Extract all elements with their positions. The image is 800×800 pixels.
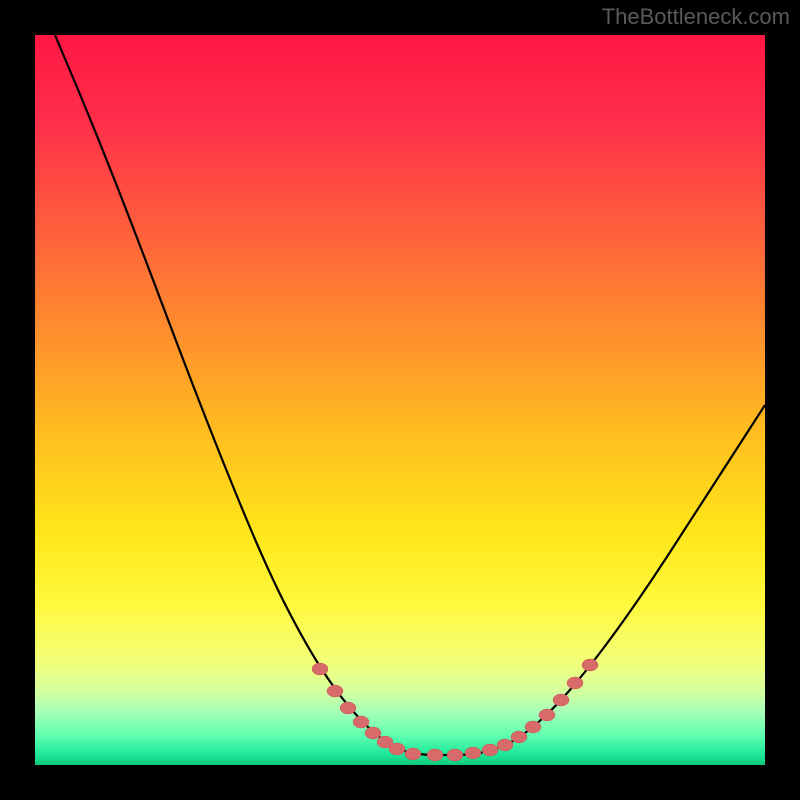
curve-marker [539,709,555,721]
curve-marker [553,694,569,706]
curve-markers [312,659,598,761]
curve-marker [340,702,356,714]
curve-marker [427,749,443,761]
curve-marker [447,749,463,761]
curve-marker [582,659,598,671]
bottleneck-curve [55,35,765,755]
curve-marker [567,677,583,689]
curve-layer [35,35,765,765]
curve-marker [312,663,328,675]
curve-marker [405,748,421,760]
curve-marker [465,747,481,759]
curve-marker [389,743,405,755]
curve-marker [497,739,513,751]
attribution-text: TheBottleneck.com [602,4,790,30]
curve-marker [365,727,381,739]
chart-frame: TheBottleneck.com [0,0,800,800]
curve-marker [511,731,527,743]
curve-marker [525,721,541,733]
plot-area [35,35,765,765]
curve-marker [327,685,343,697]
curve-marker [353,716,369,728]
curve-marker [482,744,498,756]
